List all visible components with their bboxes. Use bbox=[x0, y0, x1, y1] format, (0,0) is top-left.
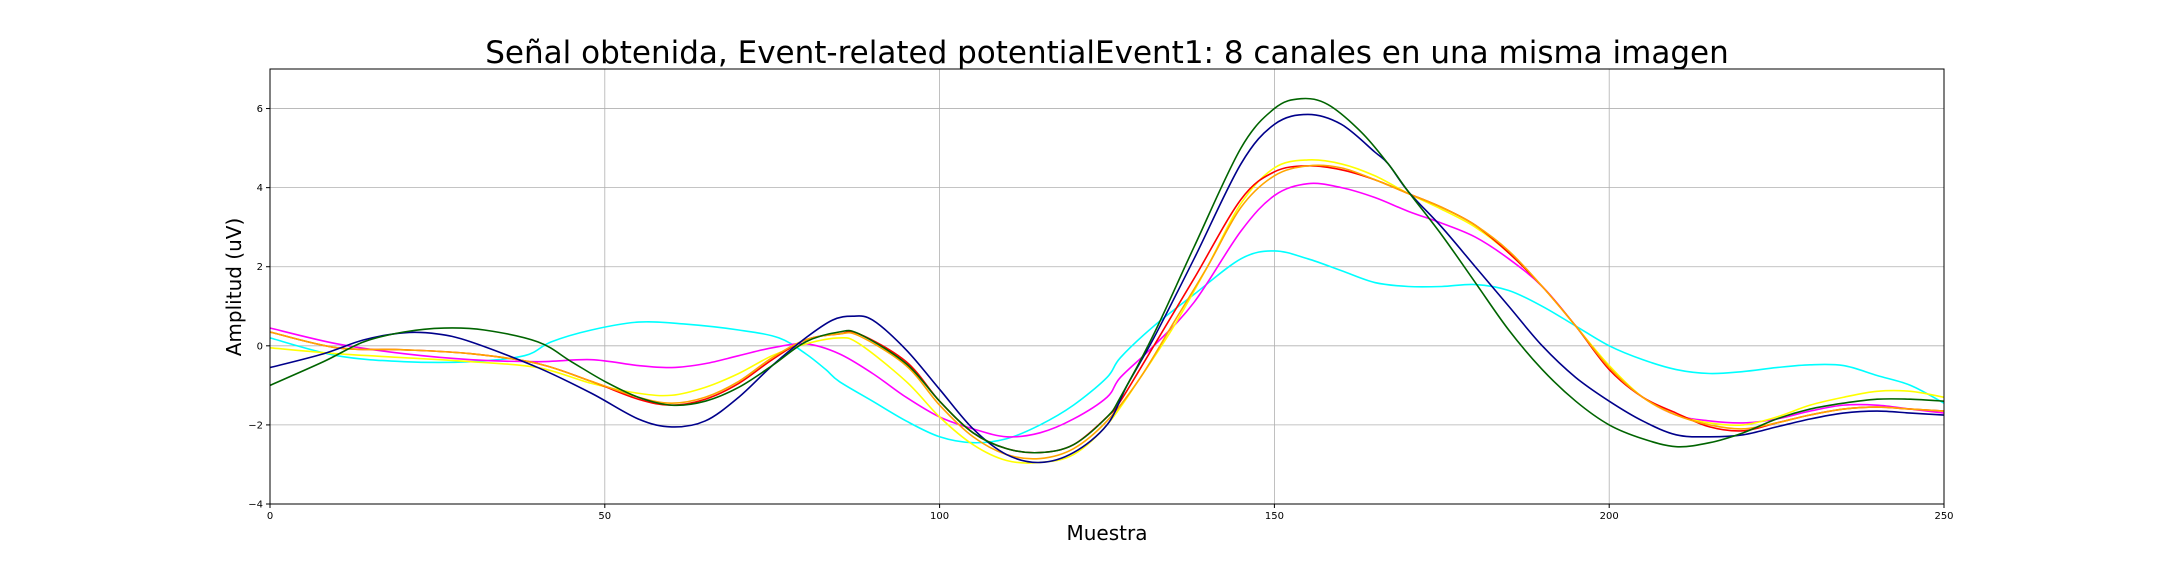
y-tick-label: 6 bbox=[257, 104, 263, 115]
series-line-5 bbox=[269, 164, 1945, 460]
y-tick-label: 4 bbox=[257, 183, 263, 194]
series-line-1 bbox=[269, 250, 1945, 444]
series-line-6 bbox=[269, 113, 1945, 464]
plot-background bbox=[270, 69, 1944, 504]
series-line-7 bbox=[269, 97, 1945, 454]
plot-area: 0 50 100 150 200 250 −4 −2 0 2 4 6 bbox=[248, 68, 1954, 522]
x-tick-label: 50 bbox=[598, 511, 611, 522]
x-tick-label: 200 bbox=[1600, 511, 1619, 522]
x-tick-label: 0 bbox=[267, 511, 273, 522]
plot-frame bbox=[269, 68, 1945, 505]
y-tick-label: 0 bbox=[257, 341, 263, 352]
series-layer bbox=[269, 97, 1945, 464]
y-axis-label: Amplitud (uV) bbox=[222, 218, 246, 357]
ticks: 0 50 100 150 200 250 −4 −2 0 2 4 6 bbox=[248, 104, 1953, 522]
y-tick-label: 2 bbox=[257, 262, 263, 273]
chart-title: Señal obtenida, Event-related potentialE… bbox=[485, 35, 1728, 71]
y-tick-label: −4 bbox=[248, 500, 263, 511]
y-tick-label: −2 bbox=[248, 420, 263, 431]
x-tick-label: 150 bbox=[1265, 511, 1284, 522]
x-axis-label: Muestra bbox=[1067, 521, 1148, 545]
x-tick-label: 100 bbox=[930, 511, 949, 522]
x-tick-label: 250 bbox=[1934, 511, 1953, 522]
